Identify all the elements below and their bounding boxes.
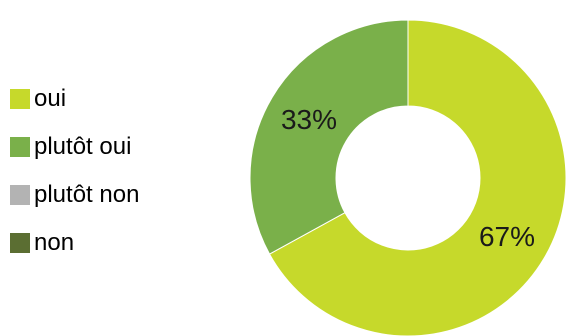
legend-label-oui: oui bbox=[34, 85, 67, 112]
donut-slice-plutôt-oui bbox=[249, 19, 409, 255]
legend-label-plutot-oui: plutôt oui bbox=[34, 133, 132, 160]
donut-slice-oui bbox=[268, 19, 566, 336]
legend-item-oui: oui bbox=[10, 82, 139, 116]
legend-item-plutot-oui: plutôt oui bbox=[10, 130, 139, 164]
legend-label-plutot-non: plutôt non bbox=[34, 181, 140, 208]
legend-label-non: non bbox=[34, 229, 75, 256]
data-label-oui: 67% bbox=[479, 221, 535, 252]
donut-data-labels: 67% 33% bbox=[281, 104, 535, 252]
legend-item-plutot-non: plutôt non bbox=[10, 178, 139, 212]
donut-slices bbox=[249, 19, 566, 336]
legend-swatch-non bbox=[10, 233, 30, 253]
legend-swatch-plutot-non bbox=[10, 185, 30, 205]
legend-swatch-plutot-oui bbox=[10, 137, 30, 157]
legend-item-non: non bbox=[10, 226, 139, 260]
data-label-plutôt-oui: 33% bbox=[281, 104, 337, 135]
chart-legend: oui plutôt oui plutôt non non bbox=[10, 82, 139, 260]
legend-swatch-oui bbox=[10, 89, 30, 109]
